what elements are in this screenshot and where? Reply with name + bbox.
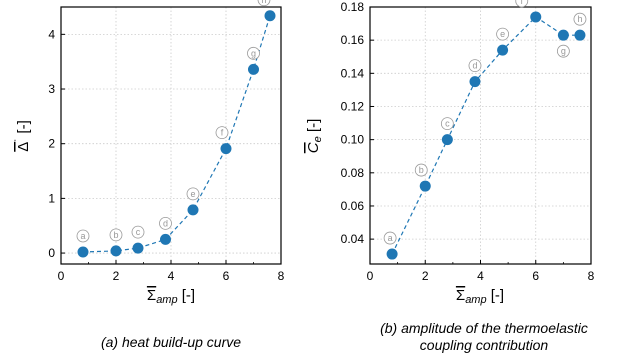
y-tick-label: 2 (48, 137, 55, 151)
x-tick-label: 8 (588, 269, 595, 283)
data-point (574, 29, 586, 41)
x-tick-label: 8 (278, 269, 285, 283)
y-tick-label: 1 (48, 191, 55, 205)
data-point (220, 143, 232, 155)
y-tick-label: 0.12 (341, 99, 365, 113)
x-tick-label: 2 (422, 269, 429, 283)
data-point (160, 233, 171, 245)
point-label-circle (440, 117, 454, 131)
data-point (469, 76, 481, 88)
chart-a-marks: a b c d e f g h (76, 0, 276, 258)
point-label-circle (414, 163, 428, 177)
x-tick-label: 6 (532, 269, 539, 283)
point-label: e (500, 29, 505, 39)
point-label-circle (257, 0, 271, 7)
point-label-circle (556, 44, 570, 58)
data-point (497, 44, 509, 56)
chart-a-xlabel: Σamp [-] (147, 287, 195, 306)
chart-b-ticks: 0 2 4 6 8 0.04 0.06 0.08 0.10 0.12 0.14 0.16 0.18 (341, 0, 595, 283)
data-point (530, 11, 542, 23)
point-label: g (561, 46, 566, 56)
y-tick-label: 0.10 (341, 133, 365, 147)
point-label: a (80, 231, 85, 241)
x-tick-label: 2 (113, 269, 120, 283)
point-label-circle (468, 59, 482, 73)
chart-b-caption-line2: coupling contribution (420, 337, 549, 353)
x-tick-label: 0 (58, 269, 65, 283)
x-tick-label: 0 (367, 269, 374, 283)
y-tick-label: 0.16 (341, 33, 365, 47)
data-point (77, 246, 89, 258)
point-label: d (472, 61, 477, 71)
chart-a-ylabel: Δ˙ [-] (12, 120, 32, 152)
y-tick-label: 3 (48, 82, 55, 96)
y-tick-label: 0 (48, 246, 55, 260)
y-tick-label: 0.18 (341, 0, 365, 14)
point-label: b (419, 165, 424, 175)
data-point (187, 204, 199, 216)
data-point (110, 245, 122, 257)
data-point (557, 29, 569, 41)
chart-a-ticks: 0 2 4 6 8 0 1 2 3 4 (48, 27, 284, 283)
data-point (264, 10, 276, 22)
chart-b-xlabel: Σamp [-] (456, 287, 504, 306)
series-line (391, 16, 580, 255)
point-label-circle (496, 27, 510, 41)
data-point (441, 134, 453, 146)
point-label: b (113, 230, 118, 240)
chart-b-marks: a b c d e f g h (383, 0, 587, 260)
point-label-circle (76, 229, 90, 243)
y-tick-label: 0.04 (341, 232, 365, 246)
point-label-circle (247, 46, 260, 60)
point-label: c (136, 227, 141, 237)
x-tick-label: 4 (477, 269, 484, 283)
y-tick-label: 0.14 (341, 66, 365, 80)
y-tick-label: 4 (48, 27, 55, 41)
point-label-circle (131, 225, 145, 239)
point-label: e (190, 189, 195, 199)
chart-b-ylabel: Ce [-] (305, 119, 324, 153)
data-point (248, 63, 259, 75)
point-label: a (388, 233, 393, 243)
series-line (82, 15, 271, 253)
chart-a-caption: (a) heat build-up curve (101, 334, 241, 350)
chart-b: 0 2 4 6 8 0.04 0.06 0.08 0.10 0.12 0.14 0.16 0.18 a b… (305, 0, 595, 353)
chart-b-grid (370, 6, 591, 264)
point-label: h (261, 0, 266, 5)
point-label-circle (515, 0, 529, 8)
x-tick-label: 6 (223, 269, 230, 283)
point-label-circle (186, 187, 200, 201)
y-tick-label: 0.06 (341, 199, 365, 213)
point-label-circle (215, 126, 229, 140)
chart-b-caption-line1: (b) amplitude of the thermoelastic (380, 320, 588, 336)
point-label: d (163, 218, 168, 228)
data-point (132, 242, 144, 254)
point-label: f (520, 0, 523, 6)
point-label: h (577, 14, 582, 24)
point-label-circle (159, 216, 172, 230)
point-label-circle (573, 12, 587, 26)
point-label: c (445, 119, 450, 129)
point-label-circle (109, 228, 123, 242)
point-label: f (221, 128, 224, 138)
data-point (419, 180, 431, 192)
x-tick-label: 4 (168, 269, 175, 283)
data-point (386, 248, 398, 260)
y-tick-label: 0.08 (341, 166, 365, 180)
point-label: g (251, 48, 256, 58)
chart-a: 0 2 4 6 8 0 1 2 3 4 a b c d e f g h Σamp [-] Δ˙ [-] (a) … (12, 0, 285, 350)
point-label-circle (383, 231, 397, 245)
